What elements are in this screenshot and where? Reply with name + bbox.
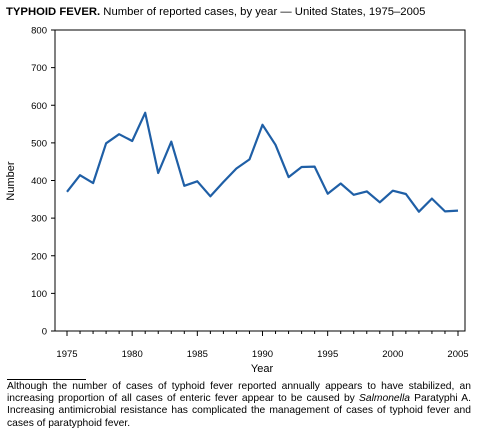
x-tick-label: 1980 [122,349,143,360]
y-tick-label: 300 [31,214,47,225]
chart-title-bold: TYPHOID FEVER. [6,6,101,18]
y-tick-label: 600 [31,101,47,112]
x-tick-label: 1975 [56,349,77,360]
chart-title: TYPHOID FEVER. Number of reported cases,… [6,6,425,18]
y-tick-label: 100 [31,289,47,300]
y-tick-label: 700 [31,63,47,74]
x-axis-ticks: 1975 1980 1985 1990 1995 2000 2005 [56,331,469,360]
y-tick-label: 800 [31,26,47,37]
footnote-italic: Salmonella [359,393,410,405]
plot-frame [54,29,466,332]
x-tick-label: 1985 [187,349,208,360]
x-axis-label: Year [251,363,274,375]
y-tick-label: 500 [31,138,47,149]
y-axis-label: Number [5,161,17,200]
x-tick-label: 2005 [447,349,468,360]
y-tick-label: 0 [42,327,47,338]
x-tick-label: 1995 [317,349,338,360]
series-line [66,111,459,213]
footnote-rule [7,379,86,380]
x-tick-label: 2000 [382,349,403,360]
x-tick-label: 1990 [252,349,273,360]
footnote-text-2: Paratyphi A. Increasing antimicrobial re… [7,393,471,429]
footnote: Although the number of cases of typhoid … [7,381,471,430]
chart-title-rest: Number of reported cases, by year — Unit… [103,6,426,18]
y-tick-label: 400 [31,176,47,187]
footnote-text-1: Although the number of cases of typhoid … [7,381,471,405]
y-tick-label: 200 [31,251,47,262]
y-axis-ticks: 0 100 200 300 400 500 600 700 800 [31,26,55,338]
